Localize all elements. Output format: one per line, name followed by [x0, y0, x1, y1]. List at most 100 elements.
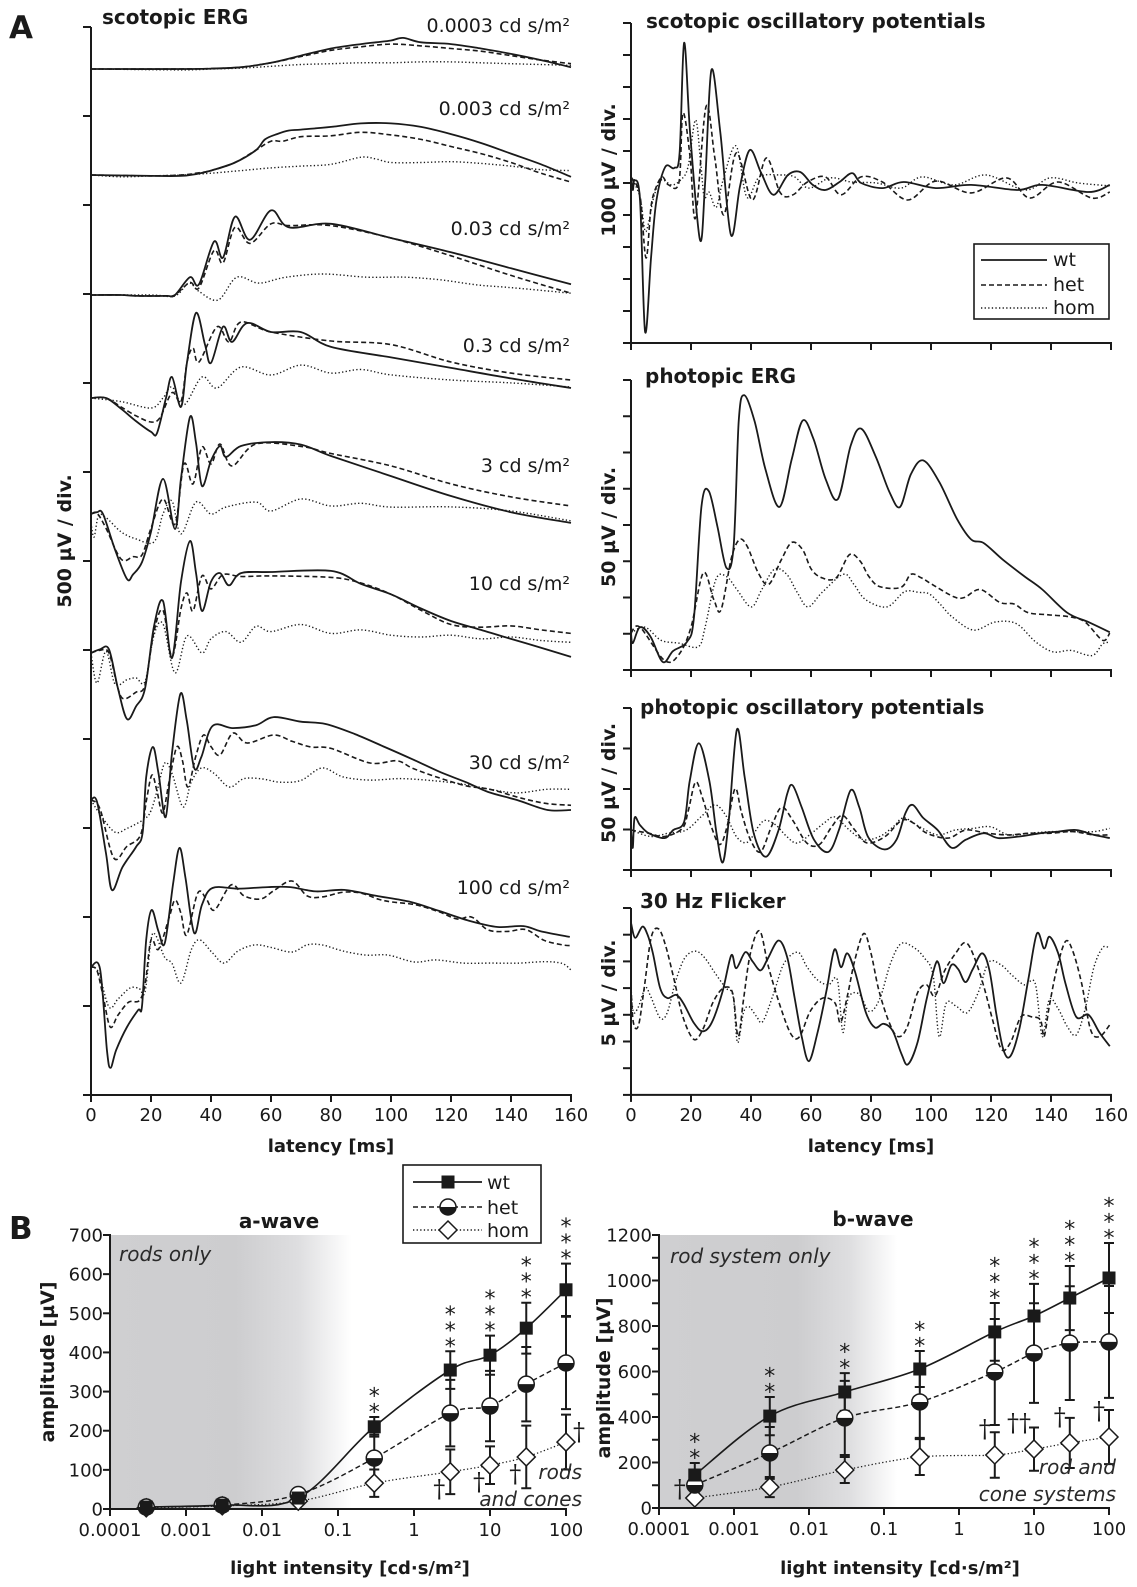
scotopic-erg-trace-1-het — [90, 131, 572, 183]
b-wave-x-tick-label: 100 — [1092, 1519, 1126, 1540]
a-wave-x-tick-label: 0.01 — [242, 1520, 282, 1541]
a-wave-marker-wt-square — [291, 1491, 305, 1505]
legend-panel-a: wt het hom — [973, 243, 1110, 320]
flicker-30hz-x-tick-label: 60 — [800, 1105, 823, 1126]
a-wave-marker-wt-square — [483, 1348, 497, 1362]
b-wave-x-tick-label: 10 — [1023, 1519, 1046, 1540]
flicker-30hz-trace-hom — [630, 942, 1111, 1044]
significance-star: * — [839, 1341, 850, 1366]
significance-star: * — [1029, 1267, 1040, 1292]
a-wave-marker-het-half-fill — [482, 1406, 498, 1415]
scotopic-erg-x-tick-label: 160 — [554, 1105, 588, 1126]
scotopic-erg-x-label: latency [ms] — [268, 1136, 395, 1157]
b-wave-y-tick-label: 1200 — [606, 1226, 652, 1247]
rod-and-cone-systems-label-line2: cone systems — [979, 1482, 1116, 1506]
intensity-label: 3 cd s/m² — [481, 455, 570, 477]
b-wave-marker-hom-diamond — [684, 1487, 705, 1509]
significance-star: * — [1064, 1249, 1075, 1274]
a-wave-significance-stars: *** — [485, 1287, 496, 1344]
a-wave-x-tick-label: 1 — [408, 1520, 419, 1541]
panel-label-b: B — [9, 1211, 33, 1247]
significance-star: * — [914, 1335, 925, 1360]
panel-label-a: A — [9, 10, 33, 46]
a-wave-y-tick-label: 200 — [69, 1421, 103, 1442]
legend-label-het: het — [487, 1197, 518, 1219]
rods-and-cones-label-line2: and cones — [479, 1487, 582, 1511]
legend-box — [973, 243, 1110, 320]
photopic-op-title: photopic oscillatory potentials — [640, 695, 984, 719]
scotopic-erg-trace-4-hom — [90, 498, 572, 545]
scotopic-op-trace-hom — [630, 119, 1110, 233]
b-wave-marker-het-half-fill — [836, 1417, 853, 1426]
b-wave-marker-het-half-fill — [1101, 1341, 1117, 1350]
rods-only-label: rods only — [119, 1242, 212, 1266]
scotopic-erg-x-tick-label: 0 — [85, 1105, 96, 1126]
b-wave-marker-wt-square — [1063, 1291, 1077, 1305]
a-wave-significance-dagger: † — [573, 1418, 585, 1446]
significance-star: * — [689, 1447, 700, 1472]
significance-star: * — [561, 1215, 572, 1240]
b-wave-title: b-wave — [832, 1207, 913, 1231]
b-wave-y-tick-label: 0 — [641, 1499, 652, 1520]
intensity-label: 0.003 cd s/m² — [439, 98, 570, 120]
b-wave-marker-hom-diamond — [1023, 1439, 1045, 1460]
legend-box — [402, 1164, 542, 1244]
a-wave-x-label: light intensity [cd·s/m²] — [230, 1558, 470, 1579]
significance-star: * — [485, 1319, 496, 1344]
b-wave-y-tick-label: 600 — [618, 1362, 652, 1383]
b-wave-significance-stars: *** — [989, 1255, 1000, 1312]
rods-and-cones-label-line1: rods — [538, 1460, 582, 1484]
significance-star: * — [1104, 1227, 1115, 1252]
b-wave-marker-hom-diamond — [984, 1444, 1005, 1466]
b-wave-significance-dagger: † — [1054, 1403, 1066, 1431]
scotopic-op-y-label: 100 µV / div. — [598, 103, 620, 236]
intensity-label: 30 cd s/m² — [469, 752, 570, 774]
a-wave-marker-wt-square — [215, 1498, 229, 1512]
scotopic-erg-x-tick-label: 100 — [374, 1105, 408, 1126]
intensity-label: 100 cd s/m² — [457, 877, 570, 899]
flicker-30hz-x-tick-label: 40 — [740, 1105, 763, 1126]
b-wave-significance-stars: ** — [914, 1319, 925, 1360]
a-wave-significance-dagger: † — [509, 1460, 521, 1488]
b-wave-significance-dagger: † — [1093, 1397, 1105, 1425]
scotopic-erg-trace-5-het — [90, 573, 572, 700]
significance-star: * — [445, 1303, 456, 1328]
significance-star: * — [485, 1303, 496, 1328]
significance-star: * — [1104, 1211, 1115, 1236]
b-wave-marker-wt-square — [838, 1385, 852, 1399]
scotopic-erg-trace-4-het — [90, 442, 572, 562]
b-wave-y-tick-label: 800 — [618, 1317, 652, 1338]
b-wave-marker-het-half-fill — [1026, 1353, 1042, 1362]
photopic-op-trace-hom — [630, 804, 1110, 844]
a-wave-y-tick-label: 0 — [92, 1500, 103, 1521]
photopic-erg-y-label: 50 µV / div. — [598, 467, 620, 587]
scotopic-erg-trace-3-hom — [90, 364, 572, 409]
a-wave-x-tick-label: 0.1 — [324, 1520, 353, 1541]
b-wave-significance-stars: *** — [1104, 1195, 1115, 1252]
a-wave-marker-hom-diamond — [364, 1473, 385, 1494]
scotopic-erg-y-label: 500 µV / div. — [54, 474, 76, 607]
significance-star: * — [521, 1254, 532, 1279]
scotopic-erg-trace-0-hom — [90, 61, 572, 71]
b-wave-marker-wt-square — [688, 1468, 702, 1482]
flicker-y-label: 5 µV / div. — [598, 940, 620, 1047]
scotopic-erg-x-tick-label: 20 — [140, 1105, 163, 1126]
a-wave-marker-hom-diamond — [516, 1446, 537, 1468]
scotopic-erg-trace-4-wt — [90, 415, 572, 582]
significance-star: * — [1029, 1251, 1040, 1276]
b-wave-marker-hom-diamond — [1059, 1432, 1080, 1453]
flicker-30hz-x-tick-label: 0 — [625, 1105, 636, 1126]
legend-marker-half-circle-fill — [440, 1207, 456, 1215]
scotopic-erg-x-tick-label: 60 — [260, 1105, 283, 1126]
significance-star: * — [369, 1401, 380, 1426]
significance-star: * — [561, 1231, 572, 1256]
significance-star: * — [764, 1381, 775, 1406]
intensity-label: 0.3 cd s/m² — [463, 335, 570, 357]
scotopic-erg-trace-7-wt — [90, 846, 570, 1069]
scotopic-op-trace-het — [630, 104, 1111, 259]
a-wave-marker-hom-diamond — [555, 1432, 577, 1453]
b-wave-significance-dagger: †† — [1007, 1409, 1031, 1437]
flicker-30hz-x-tick-label: 140 — [1034, 1105, 1068, 1126]
markers-layer — [136, 1241, 1120, 1518]
